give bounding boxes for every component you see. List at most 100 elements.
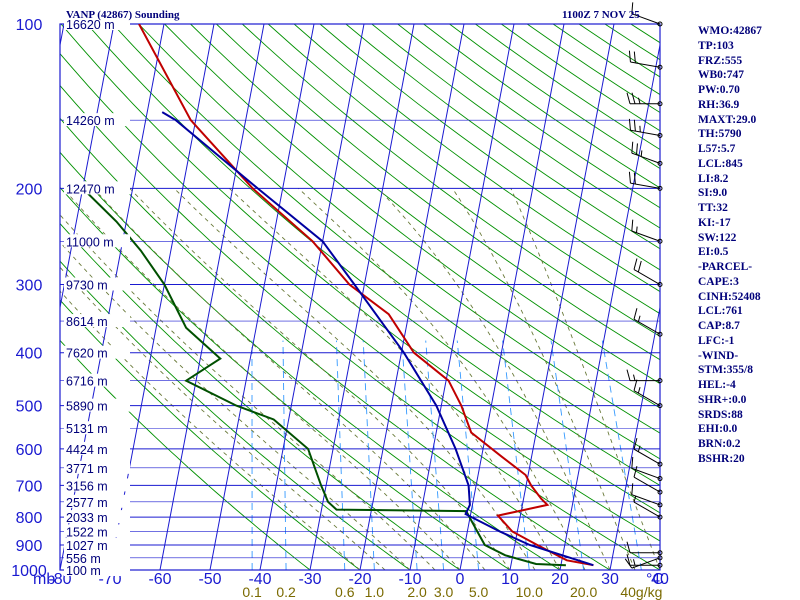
wind-barb bbox=[631, 219, 663, 244]
wind-barb-station bbox=[657, 555, 663, 561]
index-item: EI:0.5 bbox=[698, 246, 729, 259]
temperature-tick-label: -60 bbox=[148, 571, 171, 588]
wind-barb-half-flag bbox=[638, 97, 641, 104]
dry-adiabat-line bbox=[760, 24, 800, 570]
dry-adiabat-line bbox=[112, 24, 660, 460]
temperature-tick-label: -40 bbox=[248, 571, 271, 588]
height-label-bg bbox=[64, 538, 130, 552]
height-label: 14260 m bbox=[66, 114, 115, 128]
index-item: BRN:0.2 bbox=[698, 438, 741, 450]
pressure-tick-label: 400 bbox=[16, 346, 43, 363]
wind-barb-flag bbox=[636, 143, 638, 155]
height-label-bg bbox=[64, 478, 130, 492]
pressure-tick-label: 600 bbox=[16, 442, 43, 459]
pressure-tick-label: 200 bbox=[16, 181, 43, 198]
height-label: 2577 m bbox=[66, 496, 108, 510]
mixing-ratio-label: 40g/kg bbox=[620, 584, 662, 600]
wind-barb bbox=[628, 50, 663, 70]
wind-barb-station bbox=[657, 476, 663, 482]
wind-barb bbox=[624, 555, 663, 569]
isotherm-line bbox=[309, 24, 415, 570]
wind-barb-staff bbox=[633, 501, 661, 518]
wind-barb-flag bbox=[628, 118, 631, 131]
temperature-tick-label: -30 bbox=[298, 571, 321, 588]
index-item: SRDS:88 bbox=[698, 408, 743, 421]
temperature-tick-label: 30 bbox=[601, 571, 619, 588]
isotherm-line bbox=[359, 24, 465, 570]
wind-barb bbox=[631, 141, 663, 166]
height-label: 9730 m bbox=[66, 279, 108, 293]
wind-barb-station bbox=[657, 502, 663, 508]
wind-barb-station bbox=[657, 461, 663, 467]
wind-barb-flag bbox=[633, 308, 638, 320]
index-item: TT:32 bbox=[698, 202, 728, 214]
wind-barb-flag bbox=[631, 219, 634, 232]
mixing-ratio-label: 0.2 bbox=[276, 584, 296, 600]
wind-barb-station bbox=[657, 331, 663, 337]
height-label: 1027 m bbox=[66, 539, 108, 553]
moist-adiabat-line bbox=[129, 188, 511, 570]
index-item: CAP:8.7 bbox=[698, 320, 740, 332]
wind-barb-station bbox=[657, 514, 663, 520]
height-label: 3771 m bbox=[66, 462, 108, 476]
wind-barb-station bbox=[657, 403, 663, 409]
height-label: 3156 m bbox=[66, 479, 108, 493]
pressure-tick-label: 700 bbox=[16, 478, 43, 495]
mixing-ratio-label: 20.0 bbox=[570, 584, 597, 600]
wind-barb-flag bbox=[631, 456, 634, 469]
parcel-trace bbox=[161, 111, 594, 567]
isotherm-line bbox=[0, 24, 14, 570]
valid-time: 1100Z 7 NOV 25 bbox=[562, 9, 640, 21]
index-item: PW:0.70 bbox=[698, 84, 740, 96]
pressure-tick-label: 100 bbox=[16, 17, 43, 34]
wind-barb-flag bbox=[626, 541, 631, 553]
dewpoint-trace bbox=[81, 187, 566, 567]
wind-barb-flag bbox=[637, 260, 642, 273]
index-item: L57:5.7 bbox=[698, 143, 736, 155]
wind-barb-half-flag bbox=[637, 445, 641, 452]
wind-barb-flag bbox=[626, 554, 631, 566]
wind-barb bbox=[626, 554, 663, 568]
mixing-ratio-line bbox=[601, 340, 642, 570]
height-label: 5890 m bbox=[66, 400, 108, 414]
wind-barb bbox=[628, 171, 663, 191]
height-label-bg bbox=[64, 181, 130, 195]
dry-adiabat-line bbox=[552, 24, 660, 96]
pressure-tick-label: 900 bbox=[16, 538, 43, 555]
height-label: 12470 m bbox=[66, 182, 115, 196]
height-label-bg bbox=[64, 550, 130, 564]
wind-barb bbox=[626, 369, 663, 384]
height-label-bg bbox=[64, 373, 130, 387]
index-item: EHI:0.0 bbox=[698, 423, 738, 436]
wind-barb-staff bbox=[631, 467, 661, 480]
wind-barb-station bbox=[657, 21, 663, 27]
index-item: HEL:-4 bbox=[698, 379, 736, 391]
wind-barb-flag bbox=[631, 2, 634, 14]
mixing-ratio-label: 5.0 bbox=[469, 584, 489, 600]
pressure-tick-label: 1000 bbox=[11, 563, 47, 580]
pressure-unit-label: mb bbox=[33, 571, 55, 588]
isotherm-line bbox=[609, 304, 660, 570]
wind-barb bbox=[631, 483, 663, 508]
wind-barb-flag bbox=[633, 51, 636, 63]
dry-adiabat-line bbox=[786, 24, 800, 570]
wind-barb-station bbox=[657, 282, 663, 288]
wind-barb-half-flag bbox=[633, 374, 636, 381]
wind-barb-staff bbox=[631, 557, 661, 569]
mixing-ratio-label: 0.6 bbox=[335, 584, 355, 600]
wind-barb-layer bbox=[624, 2, 663, 569]
height-label-bg bbox=[64, 17, 130, 30]
dry-adiabat-line bbox=[60, 52, 660, 542]
mixing-ratio-line bbox=[335, 340, 346, 570]
index-item: CINH:52408 bbox=[698, 290, 761, 303]
wind-barb bbox=[633, 308, 663, 337]
wind-barb-flag bbox=[631, 141, 634, 154]
wind-barb-flag bbox=[633, 258, 638, 270]
index-item: BSHR:20 bbox=[698, 452, 745, 465]
index-item: -PARCEL- bbox=[698, 261, 753, 273]
moist-adiabat-line bbox=[173, 188, 536, 570]
station-title: VANP (42867) Sounding bbox=[66, 9, 180, 21]
mixing-ratio-label: 0.1 bbox=[242, 584, 262, 600]
height-label-bg bbox=[64, 510, 130, 524]
